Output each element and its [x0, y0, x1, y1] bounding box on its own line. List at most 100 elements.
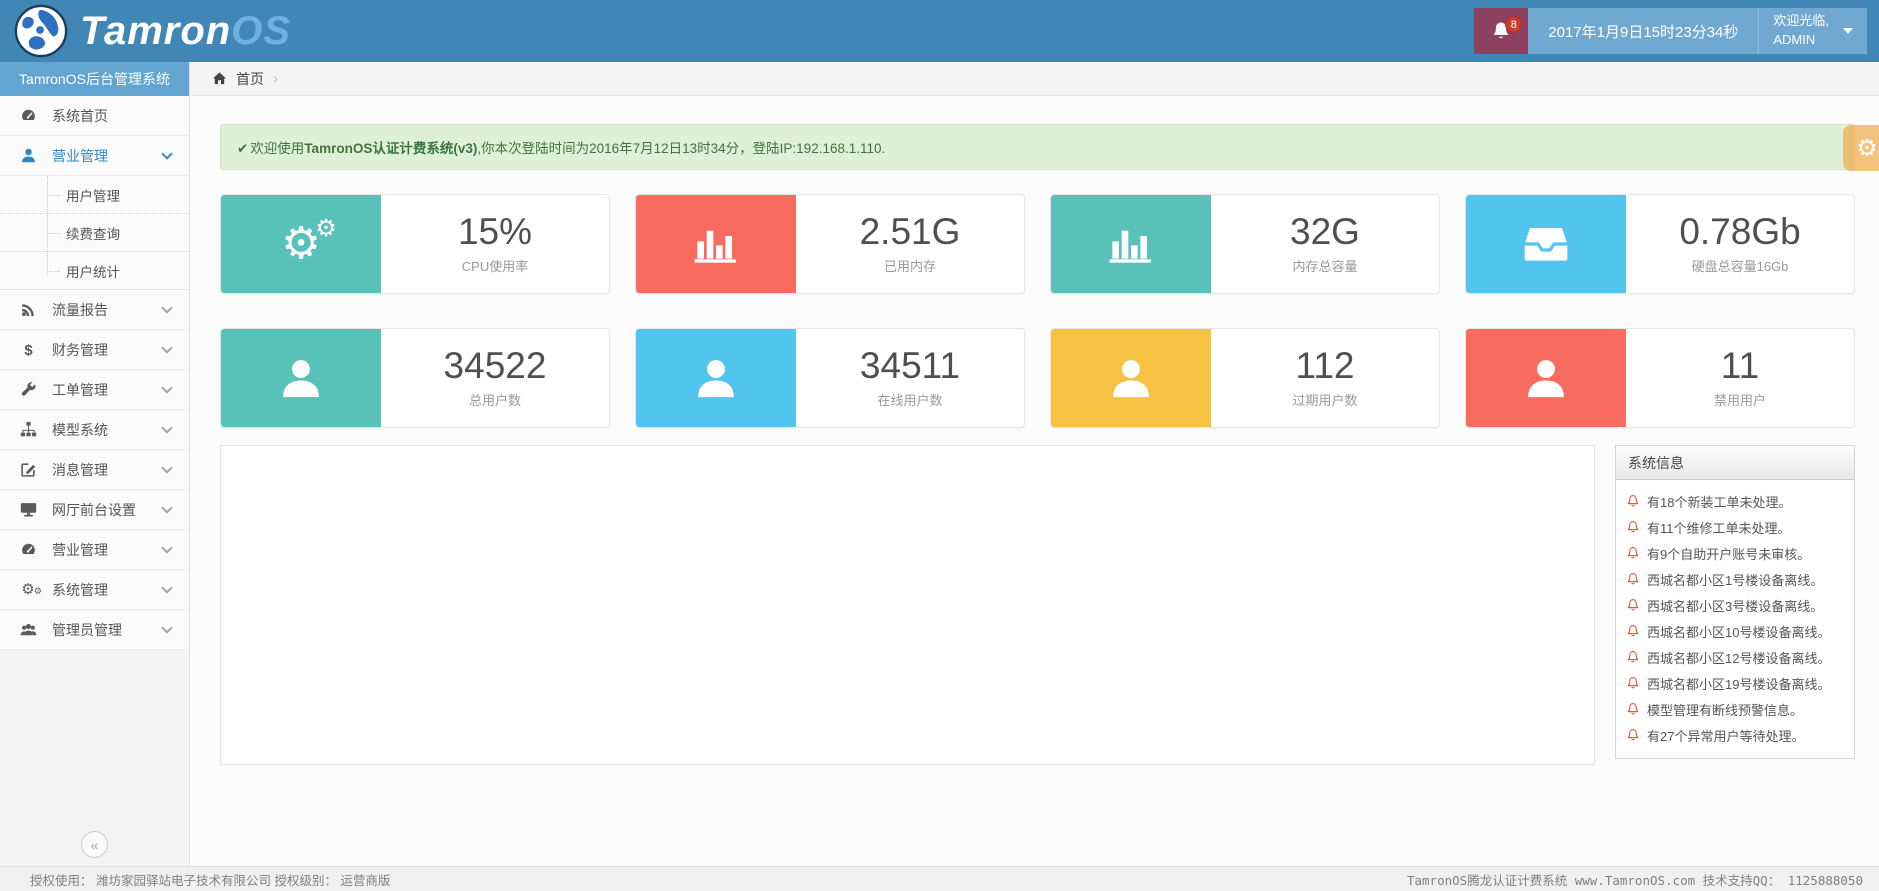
sidebar-subitem-user-statistics[interactable]: 用户统计 — [0, 252, 189, 290]
chevron-down-icon — [161, 502, 173, 514]
sidebar-subitem-user-management[interactable]: 用户管理 — [0, 176, 189, 214]
system-info-item[interactable]: 西城名都小区1号楼设备离线。 — [1626, 566, 1844, 592]
chart-panel-empty — [220, 445, 1595, 765]
system-info-item[interactable]: 有18个新装工单未处理。 — [1626, 488, 1844, 514]
sidebar-item-label: 财务管理 — [52, 341, 108, 358]
bell-icon — [1627, 703, 1639, 715]
globe-logo-icon — [14, 4, 68, 58]
sidebar-collapse-button[interactable]: « — [81, 831, 108, 858]
chevron-down-icon — [161, 148, 173, 160]
notification-count-badge: 8 — [1505, 16, 1523, 33]
chevron-down-icon — [161, 622, 173, 634]
stat-card-online-users: 34511 在线用户数 — [635, 328, 1025, 428]
footer-product-text: TamronOS腾龙认证计费系统 www.TamronOS.com 技术支持QQ… — [1406, 872, 1863, 888]
user-icon — [1113, 360, 1149, 398]
sidebar-item-system-home[interactable]: 系统首页 — [0, 96, 189, 136]
logo[interactable]: TamronOS — [0, 4, 291, 58]
sidebar-item-label: 流量报告 — [52, 301, 108, 318]
stat-card-total-users: 34522 总用户数 — [220, 328, 610, 428]
user-icon — [283, 360, 319, 398]
stat-label: 总用户数 — [468, 392, 521, 408]
chevron-down-icon — [161, 422, 173, 434]
home-icon[interactable] — [212, 71, 227, 86]
gauge-icon — [18, 107, 38, 124]
sidebar-item-label: 工单管理 — [52, 381, 108, 398]
chevron-down-icon — [161, 542, 173, 554]
stat-label: 已用内存 — [883, 258, 936, 274]
notifications-button[interactable]: 8 — [1474, 8, 1529, 54]
bell-icon — [1627, 677, 1639, 689]
bell-icon — [1627, 599, 1639, 611]
stat-label: 在线用户数 — [877, 392, 943, 408]
stat-label: CPU使用率 — [461, 258, 529, 274]
users-icon — [18, 621, 38, 638]
system-info-item[interactable]: 西城名都小区19号楼设备离线。 — [1626, 670, 1844, 696]
dollar-icon: $ — [18, 341, 38, 358]
breadcrumb-home-link[interactable]: 首页 — [236, 70, 264, 87]
bar-chart-icon — [1109, 230, 1151, 263]
stat-value: 0.78Gb — [1679, 211, 1801, 253]
chevron-down-icon — [161, 302, 173, 314]
stat-label: 内存总容量 — [1292, 258, 1358, 274]
chevron-right-icon: › — [273, 70, 278, 87]
footer-license-text: 授权使用： 潍坊家园驿站电子技术有限公司 授权级别： 运营商版 — [30, 873, 391, 888]
chevron-down-icon — [161, 382, 173, 394]
sidebar: TamronOS后台管理系统 系统首页 营业管理 用户管理 续费查询 用户统计 … — [0, 62, 190, 866]
sidebar-item-workorder-management[interactable]: 工单管理 — [0, 370, 189, 410]
breadcrumb: 首页 › — [190, 62, 1879, 96]
stat-value: 32G — [1290, 211, 1360, 253]
sidebar-item-system-management[interactable]: ⚙ ⚙ 系统管理 — [0, 570, 189, 610]
svg-text:$: $ — [24, 343, 33, 358]
sidebar-item-admin-management[interactable]: 管理员管理 — [0, 610, 189, 650]
system-info-item[interactable]: 有11个维修工单未处理。 — [1626, 514, 1844, 540]
system-info-list: 有18个新装工单未处理。 有11个维修工单未处理。 有9个自助开户账号未审核。 … — [1616, 480, 1854, 758]
user-menu[interactable]: 欢迎光临, ADMIN — [1758, 8, 1867, 54]
sidebar-item-label: 营业管理 — [52, 541, 108, 558]
bell-icon — [1627, 625, 1639, 637]
stat-cards-row-1: ⚙ ⚙ 15% CPU使用率 2.51G 已用内存 — [220, 194, 1855, 294]
stat-value: 112 — [1295, 345, 1355, 387]
system-info-item[interactable]: 有9个自助开户账号未审核。 — [1626, 540, 1844, 566]
sidebar-item-finance-management[interactable]: $ 财务管理 — [0, 330, 189, 370]
system-info-item[interactable]: 西城名都小区10号楼设备离线。 — [1626, 618, 1844, 644]
stat-card-memory-total: 32G 内存总容量 — [1050, 194, 1440, 294]
caret-down-icon — [1843, 28, 1853, 34]
system-info-item[interactable]: 模型管理有断线预警信息。 — [1626, 696, 1844, 722]
sidebar-item-label: 网厅前台设置 — [52, 501, 136, 518]
sidebar-subitem-renewal-query[interactable]: 续费查询 — [0, 214, 189, 252]
sidebar-item-traffic-report[interactable]: 流量报告 — [0, 290, 189, 330]
stat-label: 禁用用户 — [1713, 392, 1766, 408]
footer: 授权使用： 潍坊家园驿站电子技术有限公司 授权级别： 运营商版 TamronOS… — [0, 866, 1879, 891]
sidebar-item-business-management-2[interactable]: 营业管理 — [0, 530, 189, 570]
gears-icon: ⚙ ⚙ — [281, 214, 337, 269]
sidebar-item-label: 系统首页 — [52, 107, 108, 124]
top-header-bar: TamronOS 8 2017年1月9日15时23分34秒 欢迎光临, ADMI… — [0, 0, 1879, 62]
stat-value: 11 — [1720, 345, 1760, 387]
main-content: 首页 › ⚙ ✔ 欢迎使用TamronOS认证计费系统(v3),你本次登陆时间为2… — [190, 62, 1879, 866]
system-info-item[interactable]: 西城名都小区3号楼设备离线。 — [1626, 592, 1844, 618]
bell-icon — [1627, 547, 1639, 559]
system-info-item[interactable]: 西城名都小区12号楼设备离线。 — [1626, 644, 1844, 670]
welcome-alert-banner: ✔ 欢迎使用TamronOS认证计费系统(v3),你本次登陆时间为2016年7月1… — [220, 124, 1855, 170]
sidebar-item-label: 模型系统 — [52, 421, 108, 438]
sidebar-item-message-management[interactable]: 消息管理 — [0, 450, 189, 490]
stat-card-expired-users: 112 过期用户数 — [1050, 328, 1440, 428]
user-icon — [698, 360, 734, 398]
user-icon — [1528, 360, 1564, 398]
stat-card-cpu: ⚙ ⚙ 15% CPU使用率 — [220, 194, 610, 294]
sidebar-item-portal-settings[interactable]: 网厅前台设置 — [0, 490, 189, 530]
chevron-down-icon — [161, 462, 173, 474]
monitor-icon — [18, 501, 38, 518]
settings-gear-button[interactable]: ⚙ — [1843, 125, 1879, 171]
system-info-title: 系统信息 — [1616, 446, 1854, 480]
stat-card-disabled-users: 11 禁用用户 — [1465, 328, 1855, 428]
gauge-icon — [18, 541, 38, 558]
chevron-down-icon — [161, 342, 173, 354]
user-icon — [18, 147, 38, 164]
system-info-item[interactable]: 有27个异常用户等待处理。 — [1626, 722, 1844, 748]
sidebar-item-business-management[interactable]: 营业管理 — [0, 136, 189, 176]
wrench-icon — [18, 381, 38, 398]
sidebar-submenu: 用户管理 续费查询 用户统计 — [0, 176, 189, 290]
gears-icon: ⚙ ⚙ — [21, 580, 42, 598]
sidebar-item-model-system[interactable]: 模型系统 — [0, 410, 189, 450]
